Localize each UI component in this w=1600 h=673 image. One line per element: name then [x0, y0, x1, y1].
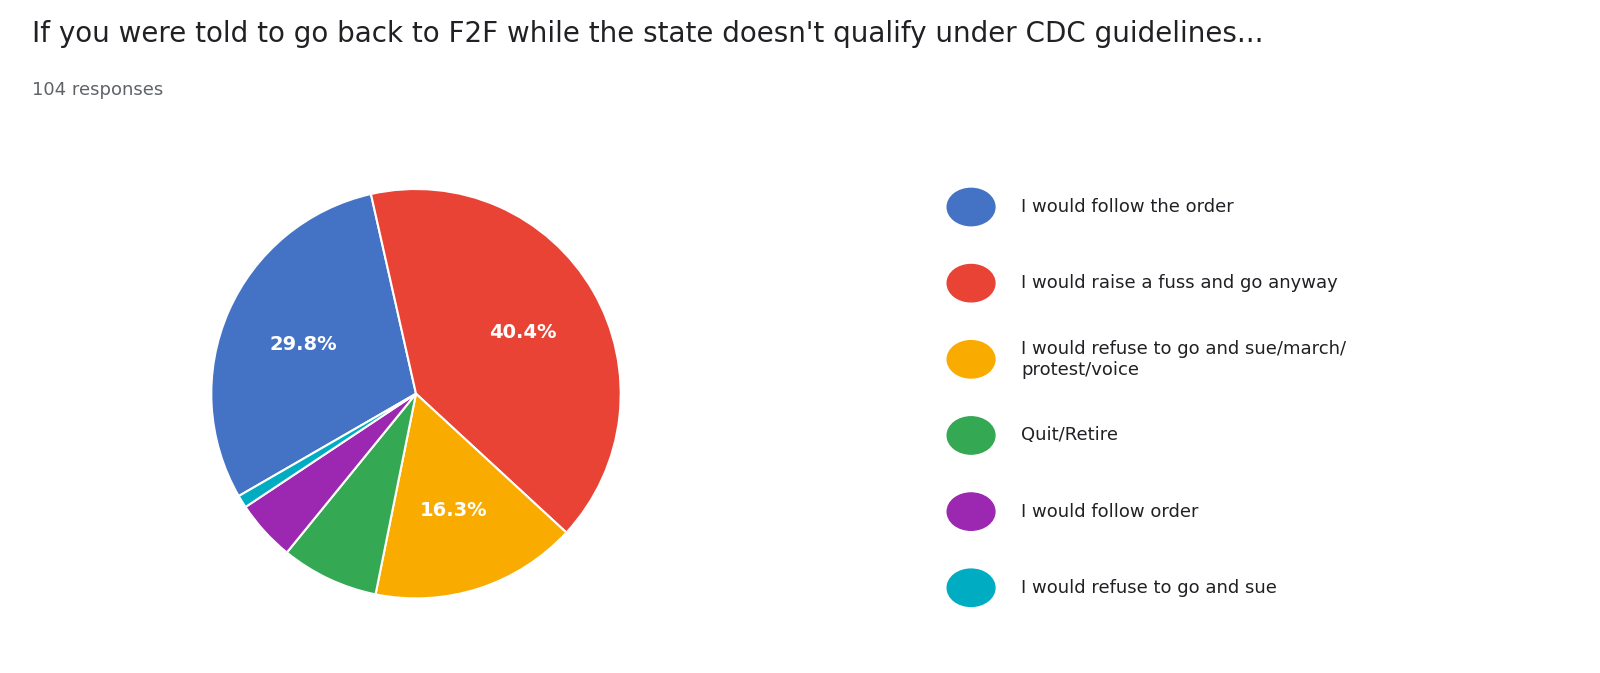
Wedge shape	[286, 394, 416, 594]
Circle shape	[947, 341, 995, 378]
Text: 16.3%: 16.3%	[421, 501, 488, 520]
Circle shape	[947, 493, 995, 530]
Wedge shape	[371, 189, 621, 532]
Wedge shape	[376, 394, 566, 598]
Text: I would refuse to go and sue/march/
protest/voice: I would refuse to go and sue/march/ prot…	[1021, 340, 1347, 379]
Circle shape	[947, 264, 995, 302]
Text: Quit/Retire: Quit/Retire	[1021, 427, 1118, 444]
Circle shape	[947, 417, 995, 454]
Wedge shape	[238, 394, 416, 507]
Circle shape	[947, 569, 995, 606]
Text: I would follow the order: I would follow the order	[1021, 198, 1234, 216]
Text: I would raise a fuss and go anyway: I would raise a fuss and go anyway	[1021, 274, 1338, 292]
Text: 104 responses: 104 responses	[32, 81, 163, 99]
Wedge shape	[211, 194, 416, 496]
Text: 40.4%: 40.4%	[488, 323, 557, 342]
Text: I would follow order: I would follow order	[1021, 503, 1198, 521]
Wedge shape	[245, 394, 416, 553]
Circle shape	[947, 188, 995, 225]
Text: I would refuse to go and sue: I would refuse to go and sue	[1021, 579, 1277, 597]
Text: If you were told to go back to F2F while the state doesn't qualify under CDC gui: If you were told to go back to F2F while…	[32, 20, 1264, 48]
Text: 29.8%: 29.8%	[270, 335, 338, 354]
